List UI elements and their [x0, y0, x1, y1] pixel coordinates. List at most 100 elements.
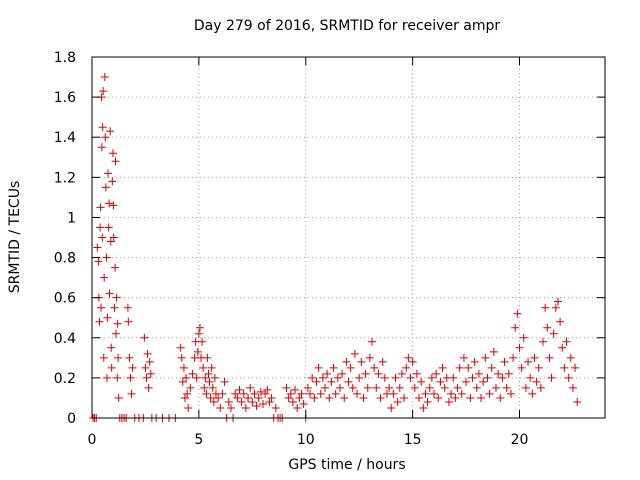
data-point — [515, 343, 524, 352]
y-tick-label: 0.4 — [54, 331, 76, 347]
x-tick-label: 15 — [404, 432, 422, 448]
data-point — [209, 397, 218, 406]
data-point — [318, 373, 327, 382]
data-point — [363, 383, 372, 392]
data-point — [291, 385, 300, 394]
data-point — [254, 393, 263, 402]
data-point — [427, 373, 436, 382]
data-point — [509, 353, 518, 362]
data-point — [112, 293, 121, 302]
data-point — [201, 373, 210, 382]
data-point — [100, 73, 109, 82]
y-axis-label: SRMTID / TECUs — [7, 181, 23, 294]
data-point — [224, 397, 233, 406]
data-point — [184, 403, 193, 412]
data-point — [417, 377, 426, 386]
data-point — [547, 373, 556, 382]
plot-frame — [91, 56, 606, 419]
data-point — [202, 389, 211, 398]
data-point — [140, 333, 149, 342]
data-point — [143, 349, 152, 358]
data-point — [98, 233, 107, 242]
data-point — [244, 393, 253, 402]
data-point — [348, 383, 357, 392]
data-point — [521, 383, 530, 392]
data-point — [449, 373, 458, 382]
data-point — [239, 389, 248, 398]
data-point — [96, 303, 105, 312]
data-point — [558, 343, 567, 352]
data-point — [114, 393, 123, 402]
data-point — [199, 363, 208, 372]
data-point — [312, 377, 321, 386]
data-point — [404, 353, 413, 362]
data-point — [524, 357, 533, 366]
data-point — [96, 203, 105, 212]
data-point — [415, 393, 424, 402]
data-point — [400, 393, 409, 402]
data-point — [387, 403, 396, 412]
data-point — [423, 397, 432, 406]
data-point — [562, 337, 571, 346]
data-point — [329, 363, 338, 372]
data-point — [491, 383, 500, 392]
data-point — [483, 373, 492, 382]
data-point — [259, 399, 267, 408]
data-point — [485, 389, 494, 398]
data-point — [342, 357, 351, 366]
data-point — [123, 303, 132, 312]
data-point — [256, 387, 265, 396]
data-point — [500, 357, 509, 366]
y-tick-label: 0.6 — [54, 291, 76, 307]
data-point — [203, 353, 212, 362]
x-axis-label: GPS time / hours — [288, 457, 405, 473]
data-point — [93, 243, 102, 252]
data-point — [477, 393, 486, 402]
data-point — [539, 337, 548, 346]
data-point — [528, 389, 537, 398]
data-point — [100, 273, 109, 282]
data-point — [419, 403, 428, 412]
data-point — [496, 393, 505, 402]
data-point — [406, 373, 415, 382]
data-point — [146, 369, 155, 378]
data-point — [178, 377, 187, 386]
data-point — [176, 343, 185, 352]
data-point — [95, 317, 104, 326]
data-point — [545, 353, 554, 362]
data-point — [110, 303, 119, 312]
data-point — [282, 383, 291, 392]
data-point — [498, 373, 507, 382]
data-point — [94, 257, 103, 266]
data-point — [102, 373, 111, 382]
data-point — [141, 363, 150, 372]
data-point — [327, 377, 336, 386]
data-point — [504, 369, 513, 378]
data-point — [200, 383, 209, 392]
data-point — [368, 337, 377, 346]
data-point — [295, 393, 304, 402]
y-tick-label: 1 — [67, 210, 76, 226]
data-point — [241, 403, 250, 412]
data-point — [402, 363, 411, 372]
data-point — [246, 383, 255, 392]
data-point — [359, 393, 368, 402]
data-point — [470, 357, 479, 366]
data-point — [207, 363, 216, 372]
data-point — [506, 389, 515, 398]
data-point — [231, 389, 240, 398]
data-point — [218, 389, 227, 398]
data-point — [111, 157, 120, 166]
data-point — [530, 353, 539, 362]
data-point — [412, 369, 421, 378]
data-point — [551, 303, 560, 312]
data-point — [410, 383, 419, 392]
data-point — [543, 323, 552, 332]
data-point — [267, 393, 276, 402]
data-point — [107, 363, 116, 372]
data-point — [335, 383, 344, 392]
data-point — [564, 373, 573, 382]
data-point — [517, 363, 526, 372]
data-point — [316, 389, 325, 398]
data-point — [459, 353, 468, 362]
